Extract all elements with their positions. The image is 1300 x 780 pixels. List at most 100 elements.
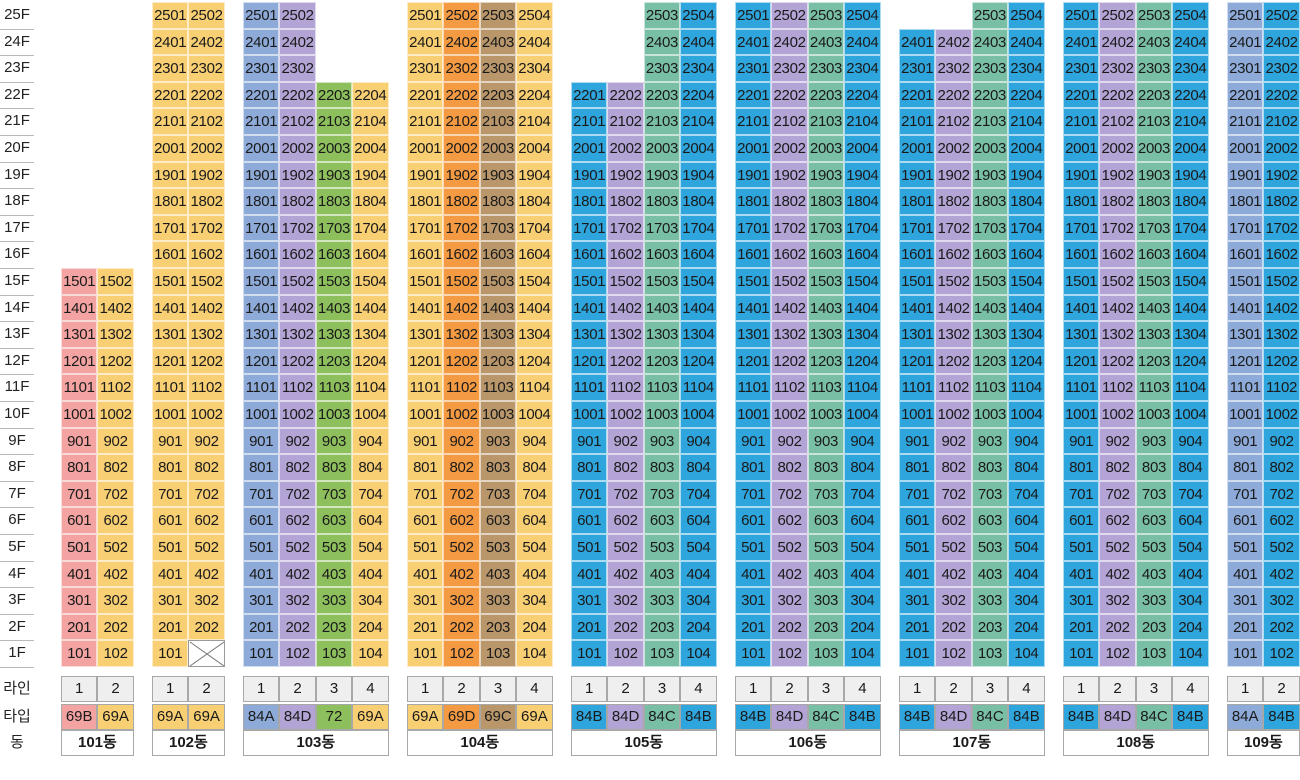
unit-cell[interactable]: 302 bbox=[607, 587, 644, 614]
unit-cell[interactable]: 1002 bbox=[1263, 401, 1300, 428]
unit-cell[interactable]: 1701 bbox=[152, 214, 189, 242]
unit-cell[interactable]: 2002 bbox=[443, 135, 480, 162]
unit-cell[interactable]: 2301 bbox=[152, 55, 189, 82]
unit-cell[interactable]: 1801 bbox=[152, 188, 189, 215]
unit-cell[interactable]: 403 bbox=[1135, 560, 1173, 588]
empty-unit[interactable] bbox=[188, 640, 225, 667]
unit-cell[interactable]: 2501 bbox=[152, 2, 189, 29]
unit-cell[interactable]: 402 bbox=[188, 560, 225, 588]
unit-cell[interactable]: 603 bbox=[971, 507, 1009, 534]
unit-cell[interactable]: 2204 bbox=[516, 81, 553, 109]
unit-cell[interactable]: 1504 bbox=[352, 268, 389, 295]
unit-cell[interactable]: 1603 bbox=[1135, 241, 1173, 268]
unit-cell[interactable]: 104 bbox=[516, 640, 553, 667]
unit-cell[interactable]: 1603 bbox=[479, 241, 517, 268]
unit-cell[interactable]: 202 bbox=[188, 613, 225, 641]
unit-cell[interactable]: 2201 bbox=[1227, 81, 1264, 109]
unit-cell[interactable]: 1904 bbox=[680, 161, 717, 189]
unit-cell[interactable]: 904 bbox=[352, 427, 389, 455]
unit-cell[interactable]: 2001 bbox=[735, 135, 772, 162]
unit-cell[interactable]: 2402 bbox=[935, 28, 972, 56]
unit-cell[interactable]: 1201 bbox=[152, 347, 189, 375]
unit-cell[interactable]: 1102 bbox=[188, 374, 225, 401]
unit-cell[interactable]: 1704 bbox=[844, 214, 881, 242]
unit-cell[interactable]: 2301 bbox=[1063, 55, 1100, 82]
unit-cell[interactable]: 1302 bbox=[1263, 321, 1300, 348]
unit-cell[interactable]: 1204 bbox=[844, 347, 881, 375]
unit-cell[interactable]: 1403 bbox=[479, 294, 517, 322]
unit-cell[interactable]: 1604 bbox=[680, 241, 717, 268]
unit-cell[interactable]: 2103 bbox=[971, 108, 1009, 135]
unit-cell[interactable]: 1703 bbox=[315, 214, 353, 242]
unit-cell[interactable]: 1604 bbox=[844, 241, 881, 268]
unit-cell[interactable]: 1204 bbox=[516, 347, 553, 375]
unit-cell[interactable]: 303 bbox=[643, 587, 681, 614]
unit-cell[interactable]: 602 bbox=[188, 507, 225, 534]
unit-cell[interactable]: 2102 bbox=[607, 108, 644, 135]
unit-cell[interactable]: 204 bbox=[1172, 613, 1209, 641]
unit-cell[interactable]: 103 bbox=[643, 640, 681, 667]
unit-cell[interactable]: 1304 bbox=[1172, 321, 1209, 348]
unit-cell[interactable]: 2203 bbox=[643, 81, 681, 109]
unit-cell[interactable]: 101 bbox=[243, 640, 280, 667]
unit-cell[interactable]: 1203 bbox=[315, 347, 353, 375]
unit-cell[interactable]: 1402 bbox=[97, 294, 134, 322]
unit-cell[interactable]: 701 bbox=[243, 480, 280, 508]
unit-cell[interactable]: 2303 bbox=[479, 55, 517, 82]
unit-cell[interactable]: 304 bbox=[516, 587, 553, 614]
unit-cell[interactable]: 2404 bbox=[1008, 28, 1045, 56]
unit-cell[interactable]: 602 bbox=[771, 507, 808, 534]
unit-cell[interactable]: 1702 bbox=[771, 214, 808, 242]
unit-cell[interactable]: 103 bbox=[479, 640, 517, 667]
unit-cell[interactable]: 2401 bbox=[243, 28, 280, 56]
unit-cell[interactable]: 2502 bbox=[279, 2, 316, 29]
unit-cell[interactable]: 2403 bbox=[807, 28, 845, 56]
unit-cell[interactable]: 1501 bbox=[152, 268, 189, 295]
unit-cell[interactable]: 1301 bbox=[152, 321, 189, 348]
unit-cell[interactable]: 1103 bbox=[971, 374, 1009, 401]
unit-cell[interactable]: 2002 bbox=[771, 135, 808, 162]
unit-cell[interactable]: 301 bbox=[899, 587, 936, 614]
unit-cell[interactable]: 2404 bbox=[516, 28, 553, 56]
unit-cell[interactable]: 1103 bbox=[479, 374, 517, 401]
unit-cell[interactable]: 1902 bbox=[607, 161, 644, 189]
unit-cell[interactable]: 2202 bbox=[1099, 81, 1136, 109]
unit-cell[interactable]: 203 bbox=[643, 613, 681, 641]
unit-cell[interactable]: 1702 bbox=[935, 214, 972, 242]
unit-cell[interactable]: 1701 bbox=[571, 214, 608, 242]
unit-cell[interactable]: 1703 bbox=[643, 214, 681, 242]
unit-cell[interactable]: 1302 bbox=[935, 321, 972, 348]
unit-cell[interactable]: 1201 bbox=[735, 347, 772, 375]
unit-cell[interactable]: 202 bbox=[1099, 613, 1136, 641]
unit-cell[interactable]: 502 bbox=[607, 534, 644, 561]
unit-cell[interactable]: 2104 bbox=[680, 108, 717, 135]
unit-cell[interactable]: 201 bbox=[1227, 613, 1264, 641]
unit-cell[interactable]: 1101 bbox=[735, 374, 772, 401]
unit-cell[interactable]: 1904 bbox=[516, 161, 553, 189]
unit-cell[interactable]: 802 bbox=[443, 454, 480, 481]
unit-cell[interactable]: 1601 bbox=[571, 241, 608, 268]
unit-cell[interactable]: 1302 bbox=[771, 321, 808, 348]
unit-cell[interactable]: 601 bbox=[243, 507, 280, 534]
unit-cell[interactable]: 401 bbox=[571, 560, 608, 588]
unit-cell[interactable]: 1701 bbox=[735, 214, 772, 242]
unit-cell[interactable]: 1103 bbox=[807, 374, 845, 401]
unit-cell[interactable]: 603 bbox=[643, 507, 681, 534]
unit-cell[interactable]: 2001 bbox=[899, 135, 936, 162]
unit-cell[interactable]: 702 bbox=[279, 480, 316, 508]
unit-cell[interactable]: 501 bbox=[735, 534, 772, 561]
unit-cell[interactable]: 404 bbox=[1172, 560, 1209, 588]
unit-cell[interactable]: 1403 bbox=[315, 294, 353, 322]
unit-cell[interactable]: 2203 bbox=[315, 81, 353, 109]
unit-cell[interactable]: 202 bbox=[279, 613, 316, 641]
unit-cell[interactable]: 1102 bbox=[279, 374, 316, 401]
unit-cell[interactable]: 1802 bbox=[1099, 188, 1136, 215]
unit-cell[interactable]: 1501 bbox=[407, 268, 444, 295]
unit-cell[interactable]: 902 bbox=[97, 427, 134, 455]
unit-cell[interactable]: 1503 bbox=[971, 268, 1009, 295]
unit-cell[interactable]: 2101 bbox=[152, 108, 189, 135]
unit-cell[interactable]: 1802 bbox=[1263, 188, 1300, 215]
unit-cell[interactable]: 1401 bbox=[407, 294, 444, 322]
unit-cell[interactable]: 1101 bbox=[152, 374, 189, 401]
unit-cell[interactable]: 802 bbox=[1099, 454, 1136, 481]
